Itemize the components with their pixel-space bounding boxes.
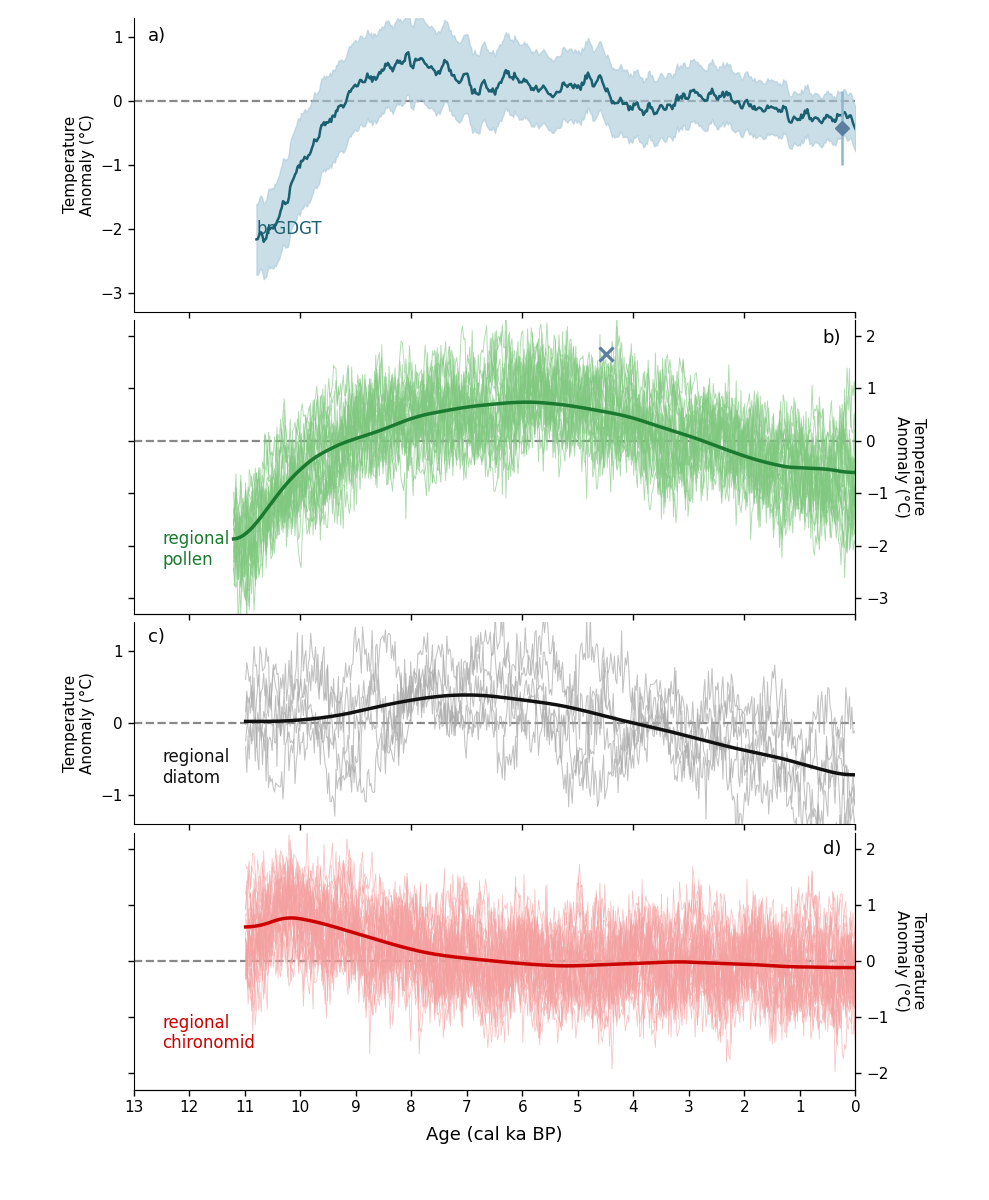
Y-axis label: Temperature
Anomaly (°C): Temperature Anomaly (°C) xyxy=(62,114,95,216)
Text: regional
diatom: regional diatom xyxy=(162,749,229,787)
Y-axis label: Temperature
Anomaly (°C): Temperature Anomaly (°C) xyxy=(894,416,927,518)
Text: regional
chironomid: regional chironomid xyxy=(162,1014,255,1052)
Text: brGDGT: brGDGT xyxy=(256,221,321,239)
Text: d): d) xyxy=(823,840,841,858)
Text: a): a) xyxy=(148,26,166,44)
Text: c): c) xyxy=(148,629,165,647)
Text: regional
pollen: regional pollen xyxy=(162,530,229,569)
X-axis label: Age (cal ka BP): Age (cal ka BP) xyxy=(426,1126,563,1144)
Y-axis label: Temperature
Anomaly (°C): Temperature Anomaly (°C) xyxy=(894,910,927,1012)
Text: b): b) xyxy=(823,329,841,347)
Y-axis label: Temperature
Anomaly (°C): Temperature Anomaly (°C) xyxy=(62,672,95,774)
